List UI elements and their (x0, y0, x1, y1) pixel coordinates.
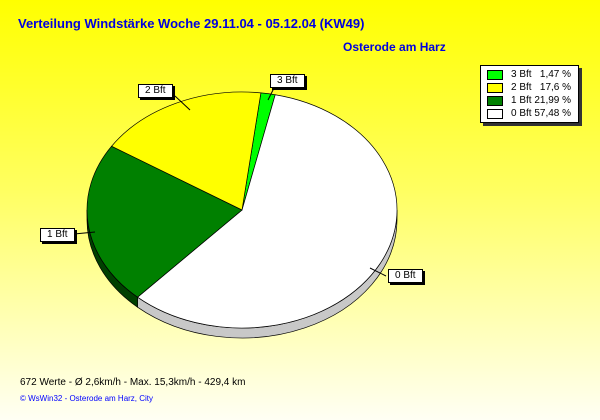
credit-footer: © WsWin32 - Osterode am Harz, City (20, 394, 154, 403)
legend-label: 1 Bft 21,99 % (511, 95, 572, 106)
legend-label: 0 Bft 57,48 % (511, 108, 572, 119)
legend-label: 3 Bft 1,47 % (511, 69, 572, 80)
legend-item: 1 Bft 21,99 % (481, 94, 578, 107)
chart-title: Verteilung Windstärke Woche 29.11.04 - 0… (18, 16, 365, 31)
legend-label: 2 Bft 17,6 % (511, 82, 572, 93)
slice-label-0bft: 0 Bft (388, 269, 423, 283)
legend-swatch (487, 95, 503, 106)
slice-1bft (86, 145, 243, 298)
legend-item: 3 Bft 1,47 % (481, 68, 578, 81)
leader-line (267, 85, 276, 101)
slice-label-3bft: 3 Bft (270, 74, 305, 88)
leader-line (73, 231, 96, 235)
slice-label-2bft: 2 Bft (138, 84, 173, 98)
legend-swatch (487, 108, 503, 119)
slice-0bft (136, 94, 398, 329)
legend: 3 Bft 1,47 % 2 Bft 17,6 % 1 Bft 21,99 % … (480, 65, 579, 123)
leader-line (369, 267, 387, 277)
legend-swatch (487, 69, 503, 80)
legend-swatch (487, 82, 503, 93)
leader-line (174, 95, 191, 111)
slice-label-1bft: 1 Bft (40, 228, 75, 242)
legend-item: 0 Bft 57,48 % (481, 107, 578, 120)
slice-2bft (111, 91, 262, 211)
legend-item: 2 Bft 17,6 % (481, 81, 578, 94)
location-label: Osterode am Harz (343, 40, 446, 54)
stats-footer: 672 Werte - Ø 2,6km/h - Max. 15,3km/h - … (20, 377, 246, 388)
